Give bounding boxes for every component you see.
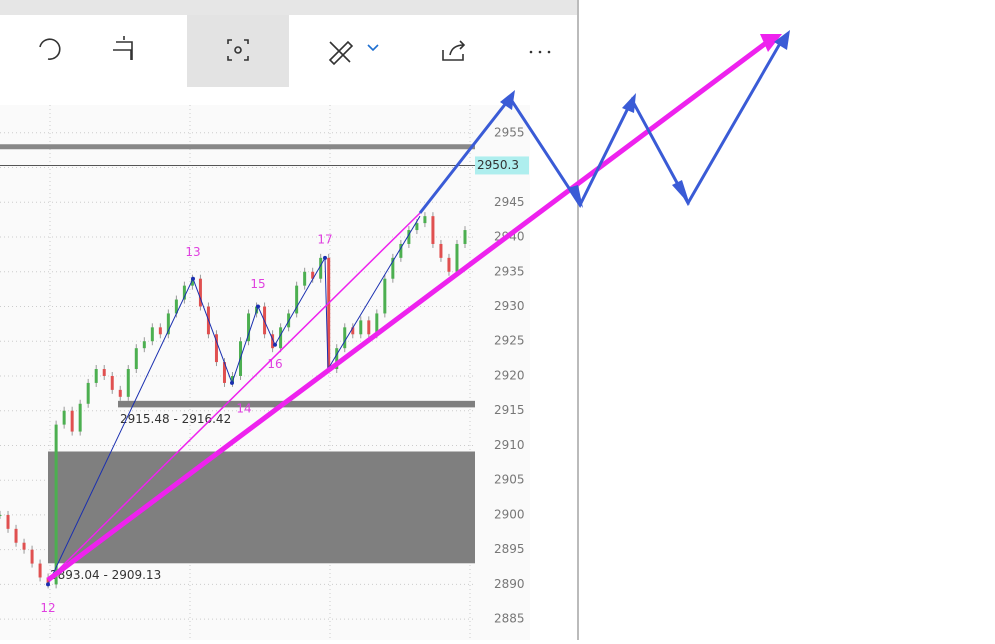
candle — [447, 257, 451, 272]
zone-label: 2915.48 - 2916.42 — [120, 412, 231, 426]
y-tick-label: 2890 — [494, 577, 525, 591]
candle — [142, 341, 146, 349]
y-tick-label: 2945 — [494, 195, 525, 209]
candle — [423, 216, 427, 224]
candle — [174, 299, 178, 314]
candle — [271, 334, 275, 349]
candle — [158, 327, 162, 335]
focus-dot — [234, 46, 242, 54]
focus-icon[interactable] — [227, 39, 249, 61]
candle — [343, 327, 347, 349]
candle — [279, 327, 283, 349]
toolbar-icons — [39, 36, 466, 66]
title-bar — [0, 0, 578, 15]
candle — [231, 375, 234, 383]
y-tick-label: 2930 — [494, 299, 525, 313]
y-tick-label: 2925 — [494, 334, 525, 348]
chart: 2885 2890 2895 2900 2905 2910 2915 2920 2925 2930… — [0, 105, 529, 640]
wave-label: 16 — [267, 357, 282, 371]
candle — [22, 542, 26, 550]
candle — [102, 369, 106, 376]
candle — [295, 285, 299, 314]
candle — [383, 278, 387, 314]
candle — [399, 243, 403, 258]
candle — [182, 285, 186, 300]
forecast-zigzag — [418, 39, 784, 214]
candle — [222, 362, 226, 383]
candle — [38, 563, 42, 578]
wave-path — [47, 215, 421, 585]
rotate-icon[interactable] — [39, 38, 61, 60]
share-icon[interactable] — [442, 40, 466, 61]
wave-label: 13 — [185, 245, 200, 259]
zone — [48, 451, 475, 564]
y-tick-label: 2885 — [494, 612, 525, 626]
candle — [455, 243, 459, 272]
markup-icon[interactable] — [328, 40, 354, 66]
candle — [415, 223, 419, 231]
toolbar-selected — [187, 15, 289, 87]
y-tick-label: 2910 — [494, 438, 525, 452]
zone-label: 2893.04 - 2909.13 — [50, 568, 161, 582]
candle — [463, 230, 467, 244]
candle — [303, 271, 307, 286]
candle — [86, 382, 90, 404]
candle — [0, 514, 2, 516]
zone — [118, 400, 475, 408]
candle — [110, 375, 114, 390]
candle — [391, 257, 395, 279]
candle — [247, 313, 251, 342]
crop-icon[interactable] — [113, 36, 133, 60]
candle — [439, 243, 443, 258]
candle — [335, 348, 339, 370]
dropdown-chevron[interactable] — [367, 44, 379, 52]
candle — [150, 327, 154, 342]
y-tick-label: 2905 — [494, 473, 525, 487]
trend-line — [47, 212, 421, 581]
level-tag — [475, 156, 529, 175]
drawing-overlay — [46, 30, 790, 583]
candle — [126, 369, 130, 397]
candle — [319, 257, 323, 279]
y-tick-label: 2955 — [494, 125, 525, 139]
candle — [311, 271, 315, 279]
candle — [134, 348, 138, 370]
y-tick-label: 2915 — [494, 403, 525, 417]
candle — [46, 577, 50, 585]
candle — [214, 334, 218, 363]
candle — [6, 514, 10, 529]
wave-label: 12 — [40, 601, 55, 615]
candle — [62, 410, 66, 425]
candle — [431, 216, 435, 244]
wave-label: 17 — [317, 232, 332, 246]
candle — [30, 549, 34, 564]
candle — [351, 327, 355, 335]
y-tick-label: 2900 — [494, 507, 525, 521]
candle — [14, 528, 18, 543]
more-icon[interactable] — [529, 50, 551, 54]
arrow-head — [760, 34, 782, 52]
candle — [359, 320, 363, 335]
y-tick-label: 2920 — [494, 368, 525, 382]
y-tick-label: 2895 — [494, 542, 525, 556]
candle — [407, 230, 411, 244]
candle — [94, 369, 98, 383]
wave-label: 14 — [236, 401, 251, 415]
candle — [118, 389, 122, 397]
candle — [327, 257, 331, 370]
level-label: 2950.3 — [477, 158, 519, 172]
y-tick-label: 2935 — [494, 264, 525, 278]
candle — [367, 320, 371, 335]
candle — [166, 313, 170, 335]
wave-label: 15 — [250, 277, 265, 291]
candle — [190, 278, 194, 286]
candle — [78, 403, 82, 432]
candle — [70, 410, 74, 432]
candle — [54, 424, 58, 585]
candle — [375, 313, 379, 335]
candle — [198, 278, 202, 307]
